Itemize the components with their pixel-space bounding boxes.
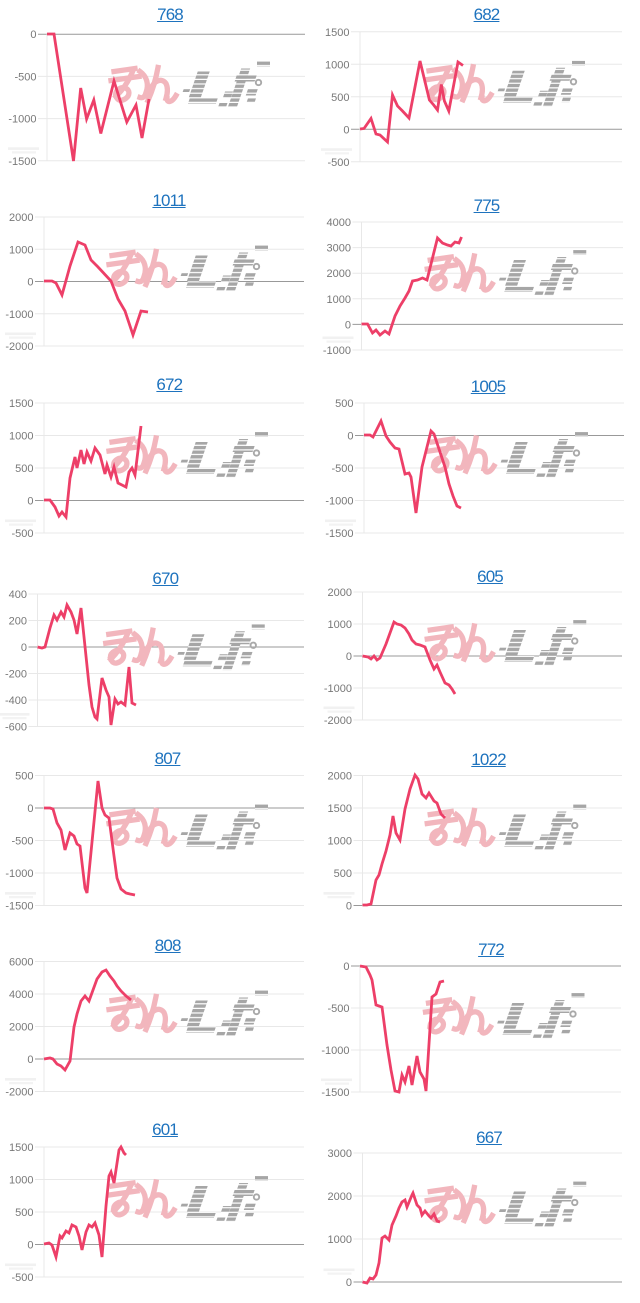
- svg-text:500: 500: [331, 92, 349, 104]
- svg-text:0: 0: [27, 277, 33, 289]
- svg-text:-1000: -1000: [5, 309, 33, 321]
- svg-text:1500: 1500: [325, 27, 349, 39]
- svg-text:4000: 4000: [9, 989, 33, 1001]
- svg-text:0: 0: [346, 901, 352, 913]
- svg-text:0: 0: [27, 496, 33, 508]
- svg-text:-1000: -1000: [325, 496, 353, 508]
- svg-text:-500: -500: [331, 463, 353, 475]
- svg-text:400: 400: [9, 589, 27, 601]
- svg-text:3000: 3000: [328, 1148, 352, 1160]
- svg-text:-500: -500: [11, 836, 33, 848]
- svg-text:1000: 1000: [327, 294, 351, 306]
- svg-text:1000: 1000: [9, 244, 33, 256]
- svg-text:0: 0: [27, 1054, 33, 1066]
- svg-text:-1000: -1000: [321, 1045, 349, 1057]
- svg-text:2000: 2000: [328, 1191, 352, 1203]
- svg-text:0: 0: [345, 319, 351, 331]
- svg-text:0: 0: [27, 803, 33, 815]
- svg-text:-400: -400: [5, 695, 27, 707]
- svg-text:0: 0: [346, 1277, 352, 1289]
- svg-text:3000: 3000: [327, 243, 351, 255]
- svg-text:-200: -200: [5, 669, 27, 681]
- svg-text:500: 500: [334, 868, 352, 880]
- svg-text:-600: -600: [5, 722, 27, 734]
- svg-text:1000: 1000: [328, 619, 352, 631]
- svg-text:500: 500: [335, 398, 353, 410]
- svg-text:6000: 6000: [9, 957, 33, 969]
- svg-text:-1500: -1500: [321, 1087, 349, 1099]
- svg-text:-500: -500: [327, 157, 349, 169]
- svg-text:1000: 1000: [9, 1175, 33, 1187]
- svg-text:500: 500: [15, 1207, 33, 1219]
- svg-text:-2000: -2000: [324, 715, 352, 727]
- svg-text:0: 0: [343, 124, 349, 136]
- svg-text:-1000: -1000: [8, 114, 36, 126]
- svg-text:-1000: -1000: [323, 345, 351, 357]
- svg-text:0: 0: [27, 1240, 33, 1252]
- svg-text:2000: 2000: [328, 587, 352, 599]
- svg-text:2000: 2000: [327, 268, 351, 280]
- svg-text:0: 0: [21, 642, 27, 654]
- svg-text:0: 0: [346, 651, 352, 663]
- svg-text:1000: 1000: [325, 59, 349, 71]
- svg-text:-500: -500: [11, 1272, 33, 1284]
- svg-text:-500: -500: [327, 1003, 349, 1015]
- svg-text:2000: 2000: [328, 771, 352, 783]
- svg-text:0: 0: [347, 431, 353, 443]
- svg-text:-1000: -1000: [324, 683, 352, 695]
- svg-text:200: 200: [9, 616, 27, 628]
- svg-text:0: 0: [30, 29, 36, 41]
- svg-text:500: 500: [15, 463, 33, 475]
- svg-text:-1000: -1000: [5, 868, 33, 880]
- svg-text:1500: 1500: [9, 398, 33, 410]
- svg-text:4000: 4000: [327, 217, 351, 229]
- svg-text:-2000: -2000: [5, 1087, 33, 1099]
- svg-text:2000: 2000: [9, 1022, 33, 1034]
- svg-text:2000: 2000: [9, 212, 33, 224]
- svg-text:-1500: -1500: [325, 528, 353, 540]
- svg-text:-500: -500: [11, 528, 33, 540]
- svg-text:1500: 1500: [9, 1142, 33, 1154]
- svg-text:1500: 1500: [328, 803, 352, 815]
- svg-text:-1500: -1500: [8, 156, 36, 168]
- svg-text:1000: 1000: [9, 431, 33, 443]
- svg-text:0: 0: [343, 961, 349, 973]
- svg-text:1000: 1000: [328, 1234, 352, 1246]
- svg-text:1000: 1000: [328, 836, 352, 848]
- svg-text:500: 500: [15, 771, 33, 783]
- svg-text:-500: -500: [14, 71, 36, 83]
- svg-text:-1500: -1500: [5, 901, 33, 913]
- svg-text:-2000: -2000: [5, 341, 33, 353]
